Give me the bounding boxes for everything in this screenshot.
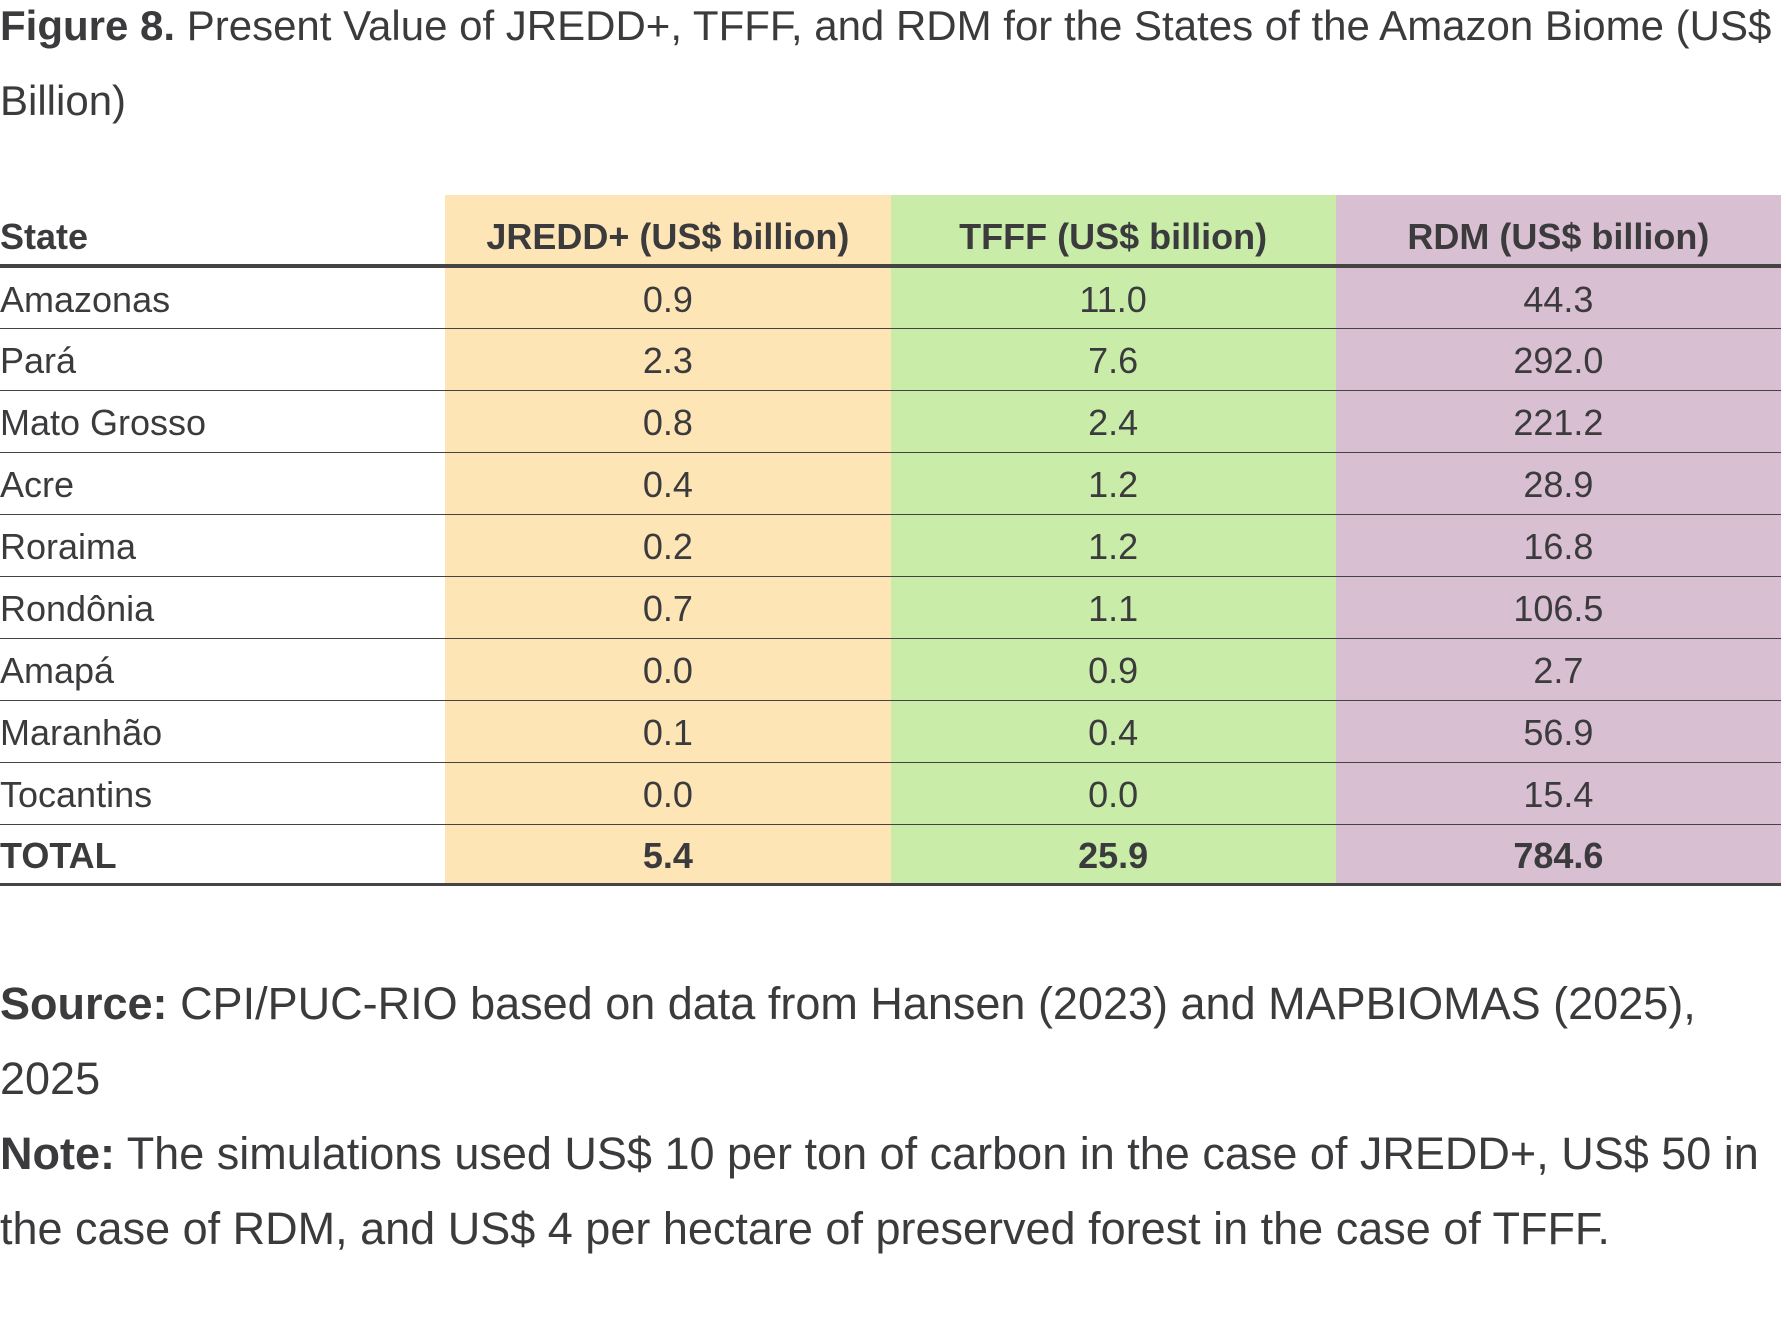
- header-tfff: TFFF (US$ billion): [890, 195, 1336, 268]
- state-cell: Roraima: [0, 514, 446, 577]
- source-label: Source:: [0, 978, 168, 1029]
- state-cell: Tocantins: [0, 762, 446, 825]
- state-cell: Acre: [0, 452, 446, 515]
- table-row: Acre 0.4 1.2 28.9: [0, 452, 1781, 515]
- tfff-cell: 1.2: [890, 514, 1336, 577]
- state-cell: Amazonas: [0, 266, 446, 329]
- tfff-cell: 0.9: [890, 638, 1336, 701]
- rdm-cell: 16.8: [1335, 514, 1781, 577]
- jredd-cell: 0.1: [445, 700, 891, 763]
- notes: Source: CPI/PUC-RIO based on data from H…: [0, 966, 1786, 1266]
- jredd-cell: 0.2: [445, 514, 891, 577]
- rdm-cell: 221.2: [1335, 390, 1781, 453]
- note-line: Note: The simulations used US$ 10 per to…: [0, 1116, 1786, 1266]
- tfff-cell: 1.1: [890, 576, 1336, 639]
- jredd-cell: 2.3: [445, 328, 891, 391]
- table-row: Pará 2.3 7.6 292.0: [0, 328, 1781, 391]
- tfff-cell: 1.2: [890, 452, 1336, 515]
- note-label: Note:: [0, 1128, 115, 1179]
- tfff-cell: 0.4: [890, 700, 1336, 763]
- table-row: Mato Grosso 0.8 2.4 221.2: [0, 390, 1781, 453]
- table-row: Maranhão 0.1 0.4 56.9: [0, 700, 1781, 763]
- rdm-cell: 44.3: [1335, 266, 1781, 329]
- jredd-cell: 0.8: [445, 390, 891, 453]
- rdm-cell: 2.7: [1335, 638, 1781, 701]
- state-cell: Pará: [0, 328, 446, 391]
- tfff-cell: 0.0: [890, 762, 1336, 825]
- rdm-cell: 28.9: [1335, 452, 1781, 515]
- table-row: Amazonas 0.9 11.0 44.3: [0, 266, 1781, 329]
- rdm-cell: 292.0: [1335, 328, 1781, 391]
- rdm-cell: 15.4: [1335, 762, 1781, 825]
- jredd-cell: 0.7: [445, 576, 891, 639]
- source-text: CPI/PUC-RIO based on data from Hansen (2…: [0, 978, 1696, 1104]
- rdm-cell: 106.5: [1335, 576, 1781, 639]
- tfff-cell: 2.4: [890, 390, 1336, 453]
- total-jredd-cell: 5.4: [445, 824, 891, 886]
- state-cell: Rondônia: [0, 576, 446, 639]
- note-text: The simulations used US$ 10 per ton of c…: [0, 1128, 1759, 1254]
- jredd-cell: 0.0: [445, 762, 891, 825]
- table-row: Amapá 0.0 0.9 2.7: [0, 638, 1781, 701]
- table-row: Roraima 0.2 1.2 16.8: [0, 514, 1781, 577]
- rdm-cell: 56.9: [1335, 700, 1781, 763]
- table-row: Tocantins 0.0 0.0 15.4: [0, 762, 1781, 825]
- figure-label: Figure 8.: [0, 2, 176, 49]
- table-header-row: State JREDD+ (US$ billion) TFFF (US$ bil…: [0, 195, 1781, 268]
- jredd-cell: 0.0: [445, 638, 891, 701]
- figure-caption: Present Value of JREDD+, TFFF, and RDM f…: [0, 2, 1772, 124]
- total-rdm-cell: 784.6: [1335, 824, 1781, 886]
- header-rdm: RDM (US$ billion): [1335, 195, 1781, 268]
- total-tfff-cell: 25.9: [890, 824, 1336, 886]
- source-line: Source: CPI/PUC-RIO based on data from H…: [0, 966, 1786, 1116]
- state-cell: Mato Grosso: [0, 390, 446, 453]
- header-jredd: JREDD+ (US$ billion): [445, 195, 891, 268]
- present-value-table: State JREDD+ (US$ billion) TFFF (US$ bil…: [0, 195, 1781, 886]
- total-state-cell: TOTAL: [0, 824, 446, 886]
- table-row: Rondônia 0.7 1.1 106.5: [0, 576, 1781, 639]
- total-row: TOTAL 5.4 25.9 784.6: [0, 824, 1781, 886]
- figure-title: Figure 8. Present Value of JREDD+, TFFF,…: [0, 0, 1786, 138]
- state-cell: Maranhão: [0, 700, 446, 763]
- jredd-cell: 0.9: [445, 266, 891, 329]
- tfff-cell: 11.0: [890, 266, 1336, 329]
- tfff-cell: 7.6: [890, 328, 1336, 391]
- header-state: State: [0, 195, 446, 268]
- jredd-cell: 0.4: [445, 452, 891, 515]
- state-cell: Amapá: [0, 638, 446, 701]
